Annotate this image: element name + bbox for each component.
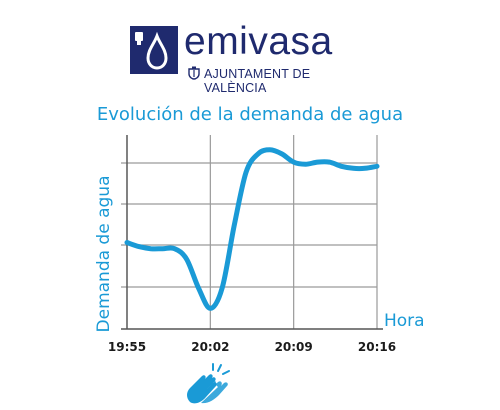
logo: emivasa AJUNTAMENT DE VALÈNCIA — [130, 20, 370, 95]
x-tick-label-2: 20:09 — [275, 340, 313, 354]
y-axis-label: Demanda de agua — [94, 175, 114, 333]
x-axis-label: Hora — [384, 311, 425, 331]
x-tick-label-0: 19:55 — [108, 340, 146, 354]
chart-series — [124, 147, 380, 311]
series-line-0 — [124, 147, 380, 311]
chart-title: Evolución de la demanda de agua — [96, 104, 404, 125]
clapping-hands-icon — [182, 362, 232, 405]
x-tick-labels: 19:55 20:02 20:09 20:16 — [108, 340, 396, 354]
logo-subtitle: AJUNTAMENT DE VALÈNCIA — [204, 67, 311, 95]
logo-name: emivasa — [184, 20, 333, 63]
x-tick-label-1: 20:02 — [191, 340, 229, 354]
water-drop-icon — [130, 26, 178, 74]
city-crest-icon — [187, 66, 201, 80]
x-tick-label-3: 20:16 — [358, 340, 396, 354]
chart-grid — [121, 135, 383, 330]
